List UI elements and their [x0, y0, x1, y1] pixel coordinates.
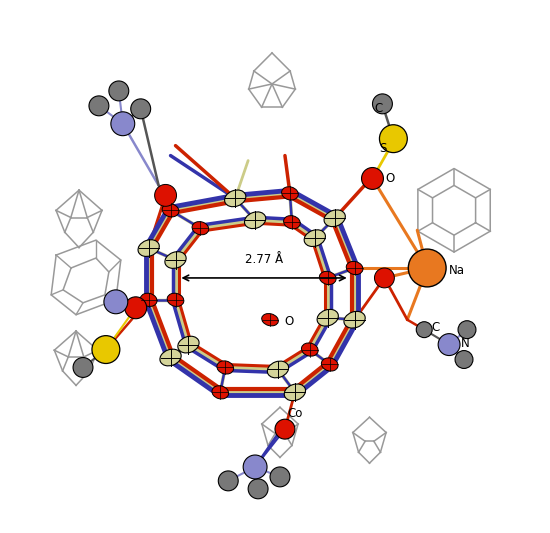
Ellipse shape — [344, 311, 365, 328]
Circle shape — [275, 419, 295, 439]
Ellipse shape — [165, 252, 186, 269]
Circle shape — [92, 336, 120, 364]
Ellipse shape — [324, 210, 345, 227]
Text: 2.77 Å: 2.77 Å — [245, 253, 283, 266]
Ellipse shape — [192, 222, 209, 235]
Circle shape — [458, 321, 476, 338]
Ellipse shape — [212, 386, 229, 399]
Circle shape — [361, 167, 383, 189]
Text: C: C — [375, 102, 383, 115]
Circle shape — [155, 184, 177, 206]
Circle shape — [104, 290, 128, 314]
Ellipse shape — [284, 216, 300, 229]
Ellipse shape — [140, 293, 157, 306]
Circle shape — [125, 297, 147, 319]
Text: N: N — [461, 337, 470, 350]
Ellipse shape — [317, 309, 338, 326]
Circle shape — [270, 467, 290, 487]
Circle shape — [111, 112, 135, 136]
Ellipse shape — [301, 343, 318, 356]
Circle shape — [375, 268, 394, 288]
Ellipse shape — [224, 190, 246, 207]
Circle shape — [73, 358, 93, 377]
Ellipse shape — [244, 212, 266, 229]
Ellipse shape — [267, 361, 289, 378]
Ellipse shape — [346, 261, 363, 274]
Circle shape — [243, 455, 267, 479]
Circle shape — [416, 322, 432, 337]
Ellipse shape — [162, 204, 179, 217]
Circle shape — [109, 81, 129, 101]
Circle shape — [89, 96, 109, 116]
Circle shape — [131, 99, 151, 119]
Text: Na: Na — [449, 264, 465, 278]
Circle shape — [218, 471, 238, 491]
Circle shape — [248, 479, 268, 499]
Circle shape — [372, 94, 392, 114]
Ellipse shape — [178, 336, 199, 353]
Text: O: O — [386, 172, 395, 185]
Text: S: S — [379, 142, 387, 155]
Circle shape — [408, 249, 446, 287]
Ellipse shape — [320, 271, 336, 285]
Text: C: C — [431, 321, 439, 334]
Ellipse shape — [282, 187, 298, 200]
Circle shape — [438, 334, 460, 356]
Ellipse shape — [160, 349, 181, 366]
Circle shape — [379, 125, 408, 152]
Ellipse shape — [321, 358, 338, 371]
Ellipse shape — [217, 361, 234, 374]
Ellipse shape — [138, 240, 160, 256]
Ellipse shape — [304, 230, 326, 246]
Ellipse shape — [284, 384, 306, 401]
Text: Co: Co — [287, 407, 303, 420]
Circle shape — [455, 351, 473, 368]
Text: O: O — [284, 315, 293, 328]
Ellipse shape — [262, 313, 278, 326]
Ellipse shape — [167, 293, 184, 306]
